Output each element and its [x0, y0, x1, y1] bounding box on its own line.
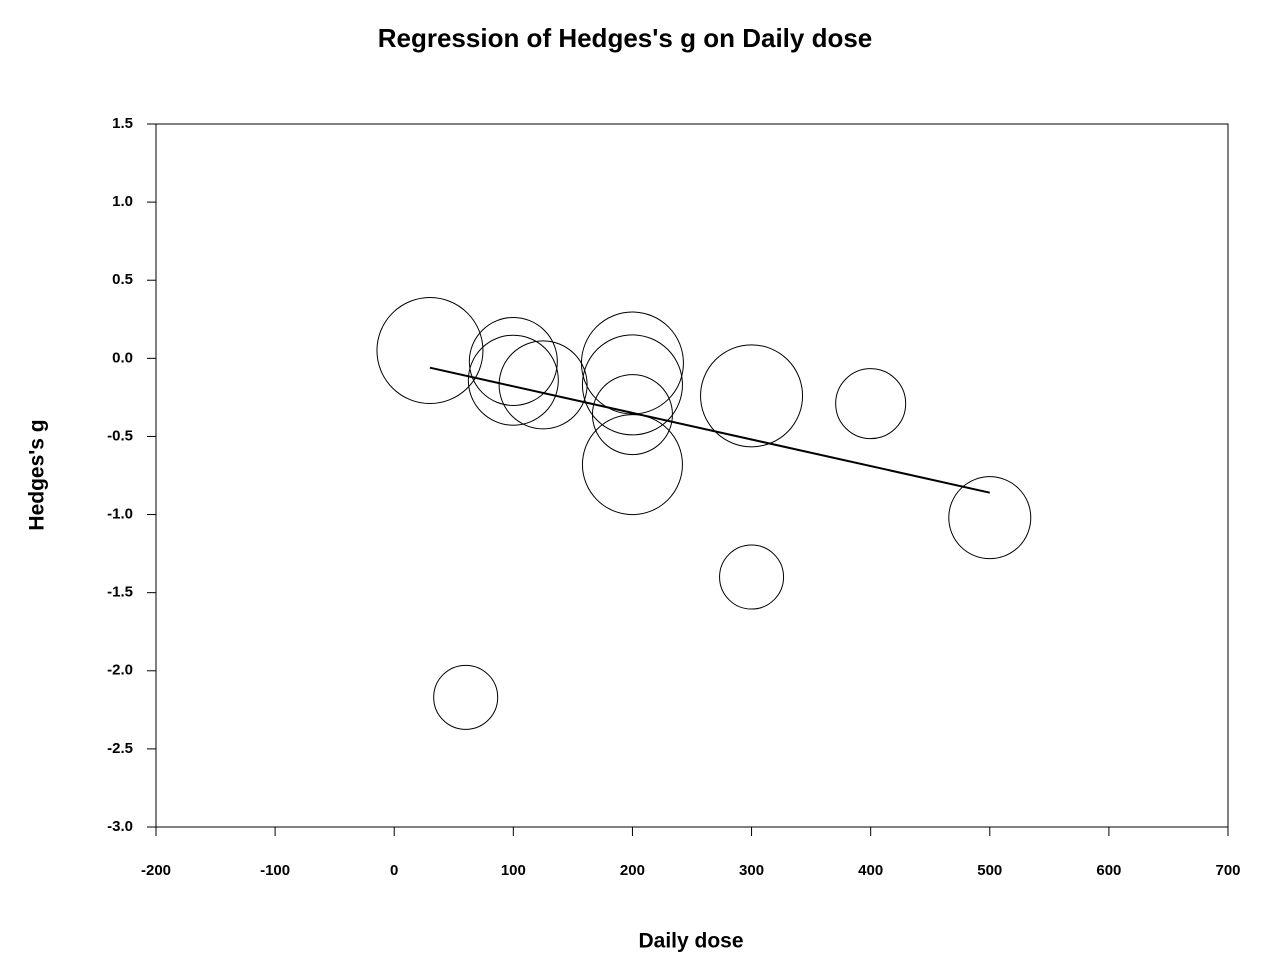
y-tick-label: 1.5: [112, 115, 133, 132]
bubble: [719, 544, 785, 610]
x-tick-label: 400: [858, 862, 883, 879]
bubble: [468, 316, 558, 406]
bubble: [700, 344, 804, 448]
bubble: [467, 334, 559, 426]
bubble: [580, 311, 684, 415]
y-tick-label: 1.0: [112, 193, 133, 210]
y-tick-label: 0.0: [112, 349, 133, 366]
bubble: [581, 334, 683, 436]
x-tick-label: 500: [977, 862, 1002, 879]
bubble: [591, 374, 673, 456]
x-tick-label: -100: [260, 862, 290, 879]
bubble: [948, 476, 1032, 560]
bubble: [835, 368, 907, 440]
regression-line: [429, 366, 990, 494]
bubble: [376, 297, 484, 405]
x-tick-label: 100: [501, 862, 526, 879]
x-tick-label: 0: [390, 862, 398, 879]
chart-title: Regression of Hedges's g on Daily dose: [378, 23, 873, 53]
x-tick-label: -200: [141, 862, 171, 879]
y-tick-label: -3.0: [107, 818, 133, 835]
y-tick-label: -2.0: [107, 662, 133, 679]
x-tick-label: 200: [620, 862, 645, 879]
x-tick-label: 300: [739, 862, 764, 879]
y-tick-label: -1.5: [107, 584, 133, 601]
bubble: [581, 414, 683, 516]
y-axis-label: Hedges's g: [26, 419, 49, 530]
y-tick-label: -1.0: [107, 506, 133, 523]
bubble: [433, 664, 499, 730]
y-tick-label: 0.5: [112, 271, 133, 288]
y-tick-label: -0.5: [107, 427, 133, 444]
y-tick-label: -2.5: [107, 740, 133, 757]
x-tick-label: 700: [1215, 862, 1240, 879]
x-tick-label: 600: [1096, 862, 1121, 879]
bubble: [498, 340, 588, 430]
x-axis-label: Daily dose: [638, 930, 743, 953]
plot-frame: [155, 123, 1229, 828]
